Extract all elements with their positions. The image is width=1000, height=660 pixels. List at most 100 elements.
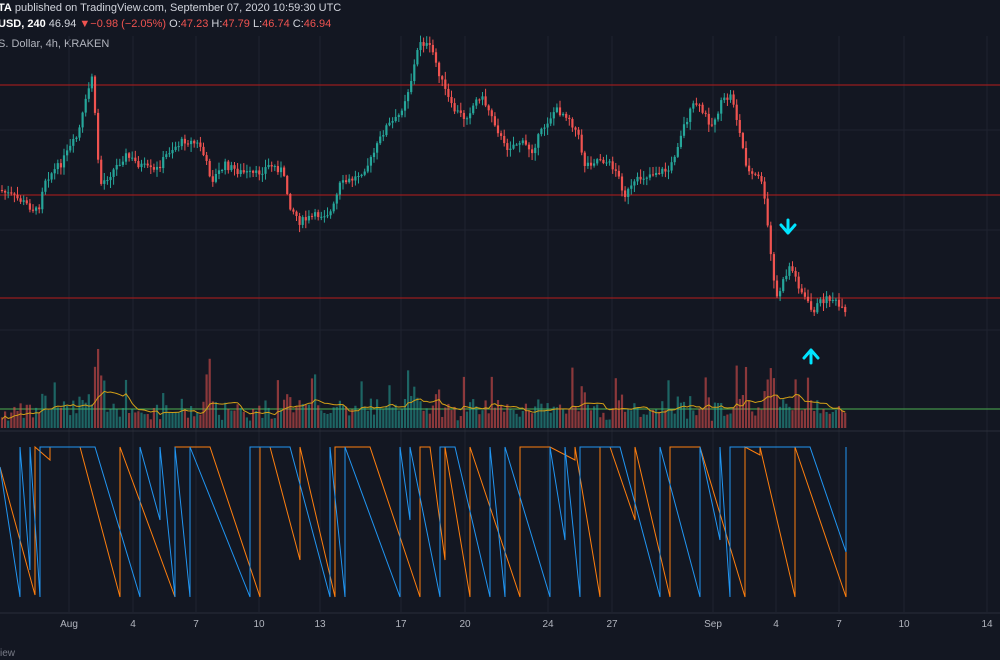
volume-bar (50, 408, 53, 428)
interval[interactable]: 240 (27, 18, 46, 30)
volume-bar (496, 400, 500, 428)
volume-bar (431, 405, 434, 428)
candle-body (335, 194, 338, 204)
volume-bar (447, 403, 450, 428)
candle-body (596, 159, 599, 164)
candle-body (754, 173, 757, 175)
candle-body (503, 135, 506, 144)
volume-bar (103, 380, 106, 428)
volume-bar (698, 408, 701, 428)
close-value: 46.94 (303, 18, 332, 30)
volume-bar (738, 398, 741, 428)
volume-bar (735, 365, 738, 428)
candle-body (586, 162, 589, 166)
volume-bar (673, 413, 676, 428)
volume-bar (155, 404, 159, 428)
candle-body (518, 143, 521, 145)
volume-bar (481, 410, 484, 428)
candle-body (131, 157, 134, 159)
candle-body (155, 166, 159, 170)
candle-body (624, 190, 627, 198)
volume-bar (586, 404, 589, 428)
volume-bar (813, 411, 816, 428)
candle-body (177, 146, 180, 148)
volume-bar (193, 416, 196, 428)
volume-bar (366, 410, 369, 428)
candle-body (162, 157, 165, 169)
author-name: TA (0, 2, 12, 14)
volume-bar (751, 411, 754, 428)
volume-bar (292, 412, 295, 428)
time-tick-label: 4 (130, 619, 136, 630)
candle-body (760, 176, 763, 182)
volume-bar (624, 411, 627, 428)
candle-body (295, 211, 298, 217)
volume-bar (596, 404, 599, 428)
volume-bar (10, 412, 13, 428)
candle-body (611, 161, 614, 170)
candle-body (13, 193, 16, 195)
candle-body (22, 200, 25, 202)
volume-bar (416, 397, 419, 428)
candle-body (791, 266, 794, 271)
volume-bar (47, 409, 50, 428)
candle-body (555, 107, 558, 113)
volume-bar (69, 415, 72, 428)
volume-bar (434, 394, 438, 428)
footer-text: iew (0, 648, 16, 659)
volume-bar (149, 419, 152, 428)
candle-body (735, 104, 738, 120)
open-value: 47.23 (180, 18, 209, 30)
volume-bar (44, 395, 47, 428)
symbol[interactable]: USD (0, 18, 22, 30)
candle-body (341, 180, 345, 183)
candle-body (543, 127, 546, 129)
candle-body (484, 96, 487, 106)
candle-body (794, 270, 797, 277)
candle-body (744, 147, 748, 166)
volume-bar (332, 407, 335, 428)
candle-body (112, 169, 115, 177)
candle-body (738, 119, 741, 133)
volume-bar (317, 405, 320, 428)
candle-body (732, 94, 735, 105)
candle-body (475, 99, 478, 106)
candle-body (642, 178, 645, 180)
candle-body (252, 170, 255, 173)
volume-bar (766, 379, 769, 428)
volume-bar (78, 396, 81, 428)
volume-bar (326, 413, 329, 428)
volume-bar (822, 408, 825, 428)
volume-bar (363, 406, 366, 428)
low-label: L: (252, 18, 263, 30)
candle-body (630, 185, 633, 189)
volume-bar (7, 420, 10, 428)
symbol-description: S. Dollar, 4h, KRAKEN (0, 38, 110, 50)
candle-body (444, 79, 447, 89)
volume-bar (782, 399, 785, 428)
candle-body (227, 161, 230, 171)
candle-body (431, 44, 434, 53)
candle-body (190, 140, 193, 145)
candle-body (283, 167, 286, 176)
candle-body (803, 292, 806, 297)
candle-body (345, 180, 348, 183)
volume-bar (134, 412, 137, 428)
candle-body (577, 129, 580, 135)
volume-bar (335, 406, 338, 428)
candle-body (221, 170, 224, 172)
candle-body (0, 190, 4, 191)
volume-bar (521, 410, 524, 428)
candle-body (174, 146, 177, 151)
candle-body (286, 175, 289, 194)
volume-bar (255, 410, 258, 428)
candle-body (704, 112, 707, 114)
volume-bar (565, 413, 568, 428)
volume-bar (679, 402, 682, 428)
volume-bar (797, 394, 800, 428)
candle-body (806, 296, 810, 302)
candle-body (357, 176, 360, 178)
candle-body (472, 105, 475, 114)
candle-body (196, 142, 199, 144)
